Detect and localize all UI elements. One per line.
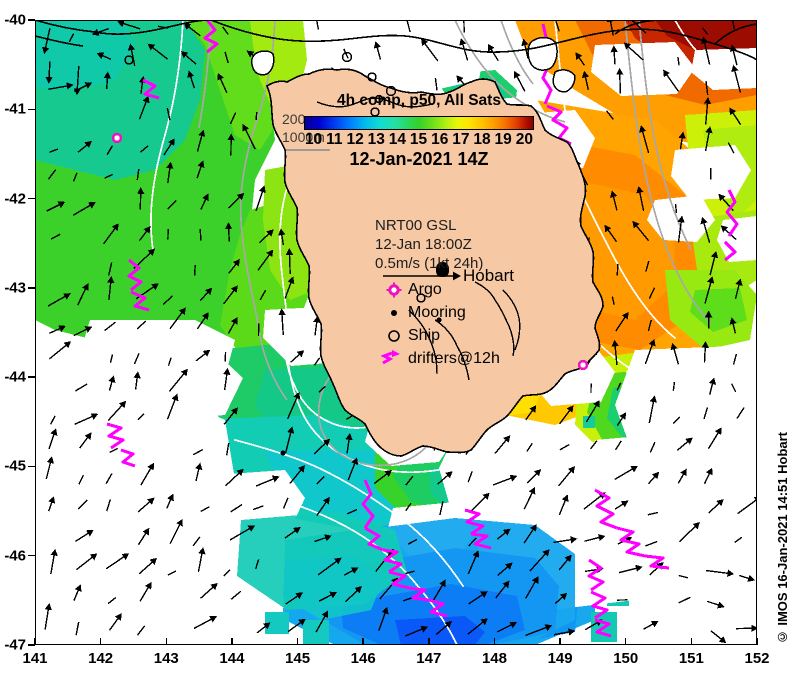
vector-scale-label: 0.5m/s (1kt 24h) <box>375 255 484 272</box>
x-tick-label-148: 148 <box>481 650 507 667</box>
depth-label-rule <box>286 149 330 151</box>
cb-tick-10: 10 <box>305 131 323 148</box>
legend-row-mooring: Mooring <box>380 301 500 324</box>
y-tick-label--43: -43 <box>4 279 26 297</box>
legend-label-mooring: Mooring <box>408 304 466 321</box>
y-tick-label--44: -44 <box>4 368 26 386</box>
cb-tick-17: 17 <box>452 131 470 148</box>
x-tick-label-149: 149 <box>547 650 573 667</box>
map-canvas[interactable]: 200m 1000m 4h comp, p50, All Sats 10 11 … <box>35 20 757 645</box>
x-tick-label-146: 146 <box>350 650 376 667</box>
x-tick <box>165 638 168 645</box>
y-tick-label--42: -42 <box>4 190 26 208</box>
x-tick-label-147: 147 <box>416 650 442 667</box>
x-tick-label-150: 150 <box>613 650 639 667</box>
credit-text: © IMOS 16-Jan-2021 14:51 Hobart <box>775 431 790 644</box>
y-tick <box>28 554 35 557</box>
y-tick-label--47: -47 <box>4 636 26 654</box>
cb-tick-11: 11 <box>326 131 343 148</box>
x-tick-label-142: 142 <box>88 650 114 667</box>
x-tick <box>559 638 561 645</box>
x-tick-label-143: 143 <box>153 650 179 667</box>
y-tick <box>28 465 35 468</box>
scale-arrow <box>383 271 461 281</box>
y-tick-label--40: -40 <box>4 11 26 29</box>
y-tick-label--41: -41 <box>4 100 26 118</box>
observation-markers <box>111 51 589 456</box>
legend-label-drifters: drifters@12h <box>408 350 500 367</box>
sst-colorbar <box>304 116 534 130</box>
sst-raster <box>35 20 757 645</box>
legend-row-drifters: drifters@12h <box>380 347 500 370</box>
cb-tick-14: 14 <box>388 131 407 148</box>
colorbar-tick-labels: 10 11 12 13 14 15 16 17 18 19 20 <box>304 131 534 149</box>
x-tick-label-151: 151 <box>678 650 704 667</box>
legend-label-argo: Argo <box>408 281 442 298</box>
x-tick <box>690 638 693 645</box>
depth-label-1000m: 1000m <box>282 129 325 145</box>
x-tick <box>34 638 36 645</box>
x-tick-label-141: 141 <box>22 650 48 667</box>
y-tick <box>28 287 35 289</box>
cb-tick-12: 12 <box>346 131 364 148</box>
cb-tick-18: 18 <box>473 131 491 148</box>
cb-tick-20: 20 <box>515 131 533 148</box>
legend-row-ship: Ship <box>380 324 500 347</box>
cb-tick-16: 16 <box>431 131 449 148</box>
x-tick <box>493 638 496 645</box>
x-tick-label-152: 152 <box>744 650 770 667</box>
cb-tick-13: 13 <box>367 131 385 148</box>
legend-label-ship: Ship <box>408 327 441 344</box>
vector-product-label: NRT00 GSL <box>375 217 457 234</box>
y-tick-label--46: -46 <box>4 547 26 565</box>
argo-marker-icon <box>380 281 408 299</box>
y-tick <box>28 376 35 378</box>
cb-tick-19: 19 <box>494 131 512 148</box>
vector-info: NRT00 GSL 12-Jan 18:00Z 0.5m/s (1kt 24h) <box>375 216 483 273</box>
x-tick <box>428 638 430 645</box>
marker-key: Argo Mooring Ship <box>380 278 500 370</box>
x-tick <box>362 638 364 645</box>
cb-tick-15: 15 <box>409 131 428 148</box>
x-tick <box>624 638 627 645</box>
ship-marker-icon <box>380 327 408 345</box>
y-tick-label--45: -45 <box>4 457 26 475</box>
place-label-hobart: Hobart <box>463 266 515 285</box>
x-tick <box>99 638 102 645</box>
x-tick-label-145: 145 <box>285 650 311 667</box>
coastline-and-land <box>35 20 757 457</box>
legend-date: 12-Jan-2021 14Z <box>349 149 489 169</box>
y-tick <box>28 197 35 200</box>
y-tick <box>28 108 35 111</box>
x-tick <box>756 638 758 645</box>
x-tick <box>296 638 299 645</box>
map-legend: 4h comp, p50, All Sats 10 11 12 13 14 15… <box>304 92 534 170</box>
legend-row-argo: Argo <box>380 278 500 301</box>
legend-title: 4h comp, p50, All Sats <box>337 92 501 109</box>
hobart-city-dot <box>436 262 449 277</box>
x-tick <box>231 638 233 645</box>
drifter-track-icon <box>380 349 408 368</box>
y-tick <box>28 644 35 646</box>
vector-time-label: 12-Jan 18:00Z <box>375 236 472 253</box>
y-tick <box>28 19 35 21</box>
mooring-marker-icon <box>380 304 408 322</box>
x-tick-label-144: 144 <box>219 650 245 667</box>
